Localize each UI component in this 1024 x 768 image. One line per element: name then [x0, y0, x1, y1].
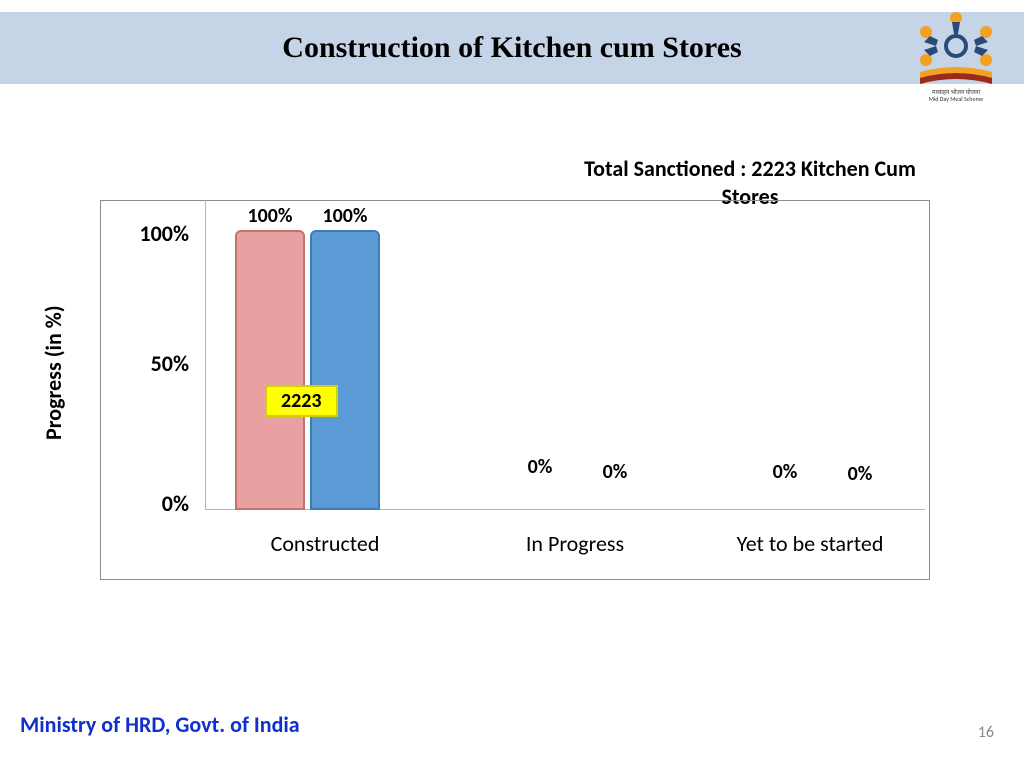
bar-constructed-a — [235, 230, 305, 510]
mdm-logo: मध्याहन भोजन योजना Mid Day Meal Scheme — [908, 6, 1004, 102]
bar-label-inprogress-b: 0% — [580, 460, 650, 484]
page-number: 16 — [978, 723, 994, 742]
svg-text:Mid Day Meal Scheme: Mid Day Meal Scheme — [929, 95, 983, 102]
cat-yet: Yet to be started — [700, 530, 920, 557]
bar-constructed-b — [310, 230, 380, 510]
page-title: Construction of Kitchen cum Stores — [282, 31, 741, 65]
bar-label-yet-b: 0% — [825, 462, 895, 486]
callout-2223: 2223 — [265, 385, 338, 417]
plot-area: 100% 100% 0% 0% 0% 0% 2223 — [205, 200, 925, 510]
title-bar: Construction of Kitchen cum Stores — [0, 12, 1024, 84]
ytick-0: 0% — [109, 490, 189, 517]
logo-icon: मध्याहन भोजन योजना Mid Day Meal Scheme — [908, 6, 1004, 102]
bar-label-constructed-b: 100% — [310, 204, 380, 228]
cat-constructed: Constructed — [225, 530, 425, 557]
ytick-50: 50% — [109, 350, 189, 377]
ytick-100: 100% — [109, 220, 189, 247]
footer-ministry: Ministry of HRD, Govt. of India — [20, 711, 300, 738]
cat-inprogress: In Progress — [475, 530, 675, 557]
bar-label-yet-a: 0% — [750, 460, 820, 484]
bar-label-constructed-a: 100% — [235, 204, 305, 228]
y-axis-line — [205, 200, 206, 510]
bar-label-inprogress-a: 0% — [505, 455, 575, 479]
y-axis-label: Progress (in %) — [40, 305, 67, 440]
